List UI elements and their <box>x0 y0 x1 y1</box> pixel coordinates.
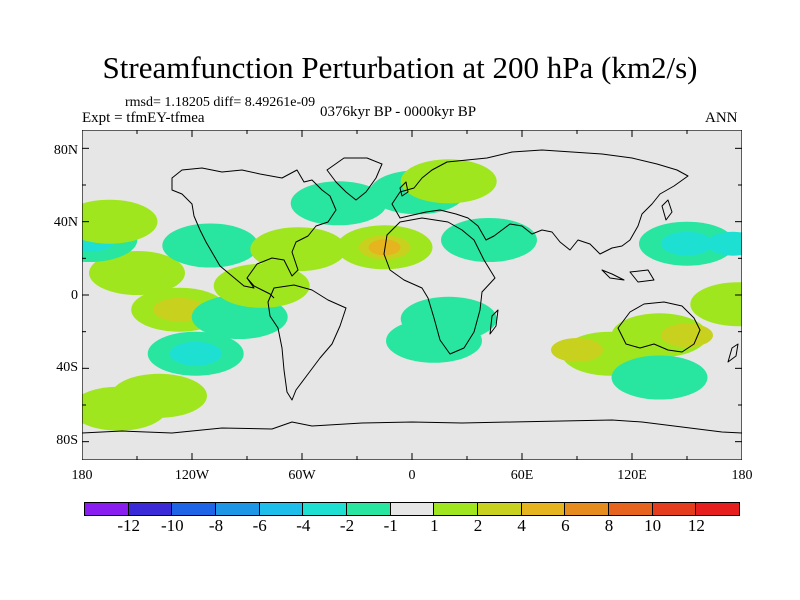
colorbar-swatch-8 <box>433 502 479 516</box>
greenland-coast <box>326 157 383 201</box>
anomaly-fills <box>82 159 742 431</box>
lat-label-eq: 0 <box>71 288 78 303</box>
anomaly-contour-5 <box>162 223 259 268</box>
colorbar-swatch-10 <box>520 502 566 516</box>
africa-coast <box>383 217 496 355</box>
anomaly-contour-25 <box>706 231 742 256</box>
eurasia-coast <box>391 149 689 255</box>
lon-label-120e: 120E <box>617 468 647 483</box>
south-america-coast <box>267 284 347 401</box>
anomaly-contour-27 <box>551 338 603 362</box>
colorbar-swatch-3 <box>215 502 260 516</box>
colorbar-label: 4 <box>517 516 526 535</box>
north-america-coast <box>171 167 337 289</box>
colorbar-label: -2 <box>339 516 355 535</box>
colorbar-swatch-2 <box>171 502 217 516</box>
coastlines <box>82 149 742 434</box>
colorbar <box>84 502 741 516</box>
anomaly-contour-10 <box>82 199 158 244</box>
colorbar-label: 12 <box>687 516 705 535</box>
colorbar-swatch-13 <box>651 502 697 516</box>
colorbar-label: 8 <box>604 516 614 535</box>
anomaly-contour-0 <box>89 251 185 295</box>
anomaly-contour-20 <box>400 159 497 204</box>
colorbar-label: -6 <box>252 516 267 535</box>
colorbar-label: -10 <box>160 516 184 535</box>
stats-label: rmsd= 1.18205 diff= 8.49261e-09 <box>125 95 316 110</box>
colorbar-label: -4 <box>296 516 311 535</box>
madagascar-coast <box>489 309 499 335</box>
colorbar-label: 10 <box>644 516 662 535</box>
map-title: Streamfunction Perturbation at 200 hPa (… <box>102 50 698 85</box>
map-plot <box>82 130 742 460</box>
lon-label-180w: 180 <box>71 468 93 483</box>
anomaly-contour-24 <box>661 231 713 256</box>
experiment-label: Expt = tfmEY-tfmea <box>82 110 205 126</box>
japan-coast <box>661 199 673 221</box>
colorbar-swatch-5 <box>302 502 348 516</box>
lon-label-60w: 60W <box>288 468 316 483</box>
anomaly-contour-29 <box>661 323 713 348</box>
lon-label-60e: 60E <box>510 468 534 483</box>
period-label: 0376kyr BP - 0000kyr BP <box>320 104 477 120</box>
antarctica-coast <box>82 419 742 434</box>
lat-label-40s: 40S <box>56 360 78 375</box>
anomaly-contour-9 <box>111 373 207 418</box>
anomaly-contour-22 <box>386 318 482 363</box>
colorbar-label: 6 <box>561 516 570 535</box>
lat-label-80s: 80S <box>56 433 78 448</box>
anomaly-contour-4 <box>169 341 222 366</box>
lon-label-0: 0 <box>408 468 416 483</box>
colorbar-swatch-11 <box>564 502 610 516</box>
colorbar-swatch-12 <box>608 502 653 516</box>
colorbar-label: 2 <box>473 516 483 535</box>
lat-label-80n: 80N <box>53 143 78 158</box>
anomaly-contour-30 <box>611 355 708 400</box>
lat-label-40n: 40N <box>53 215 78 230</box>
colorbar-label: -12 <box>117 516 140 535</box>
lon-label-120w: 120W <box>174 468 210 483</box>
anomaly-contour-19 <box>441 218 537 262</box>
colorbar-swatch-9 <box>477 502 522 516</box>
colorbar-swatch-4 <box>258 502 304 516</box>
season-label: ANN <box>705 110 738 126</box>
colorbar-swatch-7 <box>389 502 435 516</box>
british-isles-coast <box>399 181 409 197</box>
anomaly-contour-12 <box>213 263 310 308</box>
new-zealand-coast <box>727 343 739 363</box>
colorbar-swatch-6 <box>346 502 391 516</box>
colorbar-swatch-0 <box>84 502 129 516</box>
axis-ticks <box>82 130 742 460</box>
indonesia-coast <box>601 269 655 283</box>
colorbar-label: 1 <box>430 516 439 535</box>
anomaly-contour-17 <box>290 181 387 226</box>
anomaly-contour-13 <box>250 227 347 272</box>
anomaly-contour-31 <box>690 282 742 327</box>
lon-label-180e: 180 <box>731 468 753 483</box>
colorbar-label: -8 <box>208 516 224 535</box>
colorbar-swatch-14 <box>695 502 741 516</box>
anomaly-contour-16 <box>368 239 401 256</box>
colorbar-swatch-1 <box>127 502 173 516</box>
colorbar-label: -1 <box>383 516 398 535</box>
australia-coast <box>617 301 701 353</box>
